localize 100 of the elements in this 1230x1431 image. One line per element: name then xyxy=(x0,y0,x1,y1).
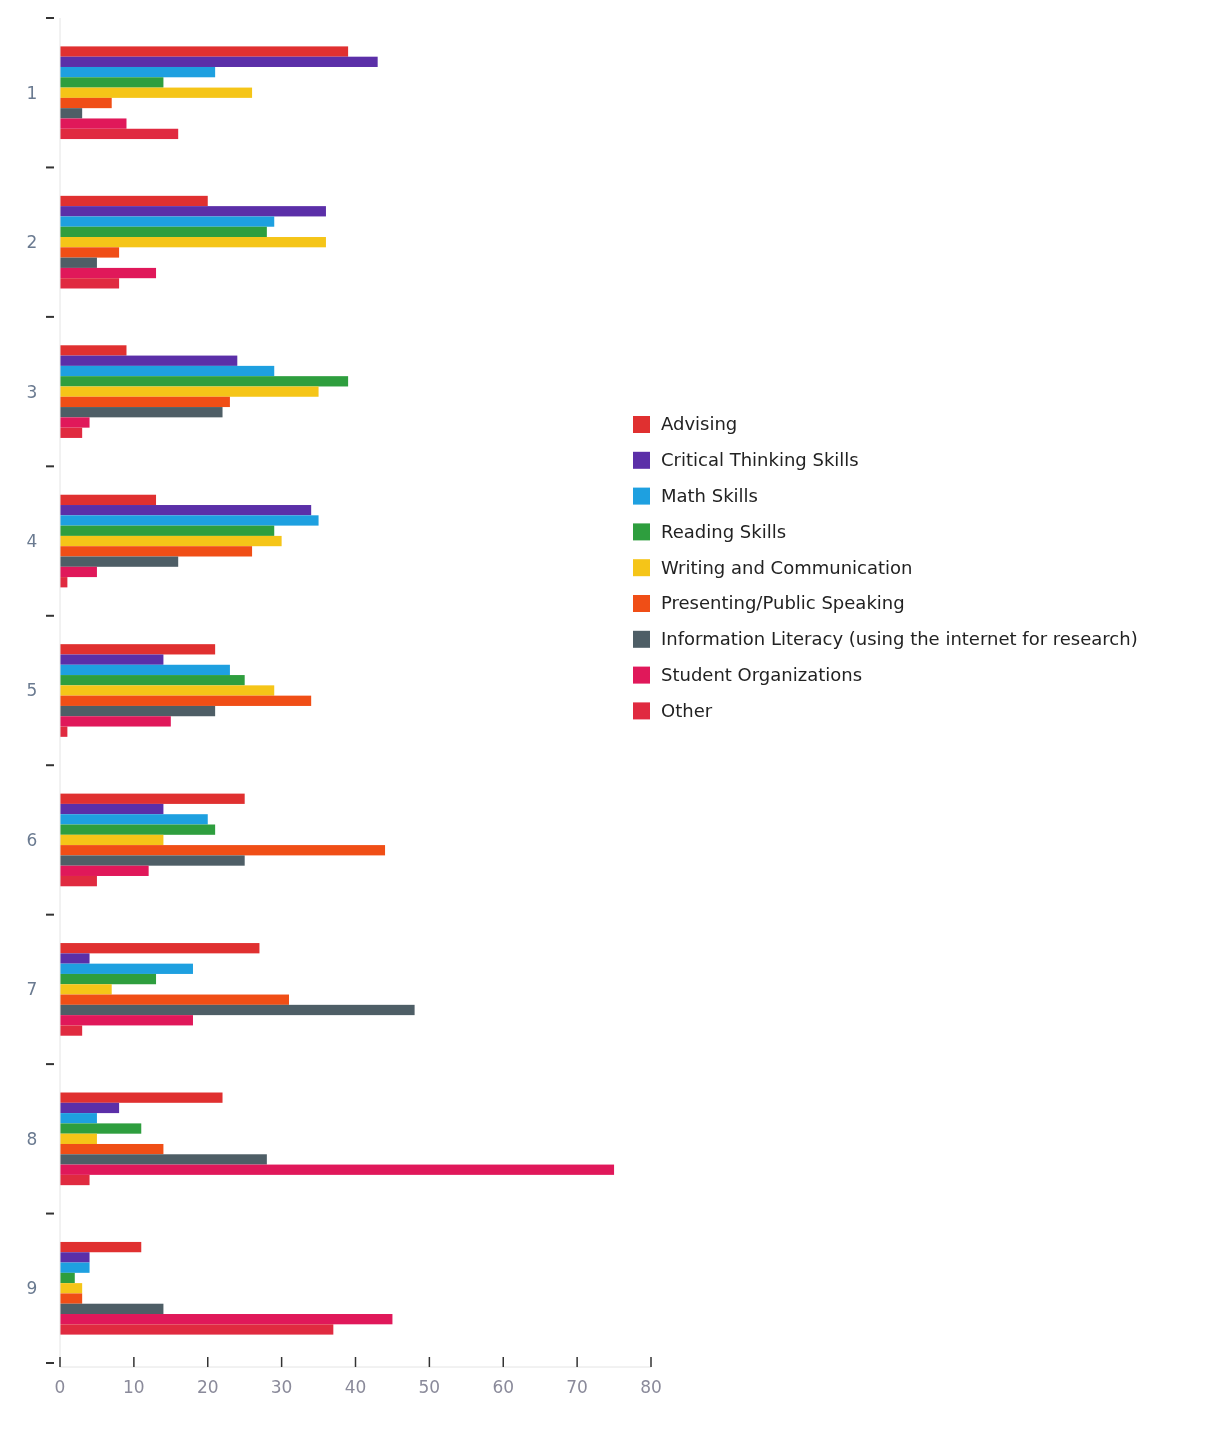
bar xyxy=(60,267,157,279)
x-tick-label: 40 xyxy=(344,1377,367,1397)
y-tick-label: 5 xyxy=(26,680,38,701)
bar xyxy=(60,1283,83,1294)
bar xyxy=(60,1154,267,1165)
bar xyxy=(60,716,171,727)
bar xyxy=(60,546,253,557)
legend-label: Writing and Communication xyxy=(661,556,913,578)
bar xyxy=(60,118,127,129)
bar xyxy=(60,376,349,387)
bar xyxy=(60,77,164,88)
bar xyxy=(60,556,179,567)
bar xyxy=(60,226,267,238)
bar xyxy=(60,566,97,578)
bar xyxy=(60,407,223,418)
x-tick-label: 20 xyxy=(196,1377,219,1397)
bar xyxy=(60,417,90,428)
legend-label: Presenting/Public Speaking xyxy=(661,592,905,614)
bar xyxy=(60,644,216,655)
bar xyxy=(60,814,208,825)
bar xyxy=(60,1272,75,1284)
bar xyxy=(60,1174,90,1186)
bar xyxy=(60,1092,223,1103)
legend-label: Reading Skills xyxy=(661,520,787,542)
bar xyxy=(60,1143,164,1155)
bar xyxy=(60,1241,142,1253)
bar xyxy=(60,1262,90,1273)
bar xyxy=(60,803,164,815)
bar xyxy=(60,427,83,438)
x-tick-label: 80 xyxy=(640,1377,662,1397)
bar xyxy=(60,1015,193,1026)
bar xyxy=(60,1133,97,1144)
bar xyxy=(60,97,112,109)
bar xyxy=(60,1314,393,1325)
bar xyxy=(60,535,282,547)
bar xyxy=(60,973,157,985)
x-tick-label: 50 xyxy=(418,1377,441,1397)
bar xyxy=(60,46,349,57)
bar xyxy=(60,834,164,846)
bar xyxy=(60,1113,97,1124)
bar xyxy=(60,505,312,516)
bar xyxy=(60,865,149,876)
bar xyxy=(60,56,378,67)
x-tick-label: 0 xyxy=(54,1377,66,1397)
bar xyxy=(60,396,230,408)
x-tick-label: 30 xyxy=(270,1377,293,1397)
y-tick-label: 2 xyxy=(26,232,38,253)
x-tick-label: 70 xyxy=(566,1377,588,1397)
bar xyxy=(60,824,216,835)
bar xyxy=(60,685,275,696)
bar xyxy=(60,1004,415,1016)
bar xyxy=(60,984,112,995)
bar xyxy=(60,1303,164,1315)
bar xyxy=(60,515,319,526)
bar xyxy=(60,237,326,248)
bar xyxy=(60,654,164,665)
bar xyxy=(60,128,179,140)
bar xyxy=(60,87,253,98)
bar xyxy=(60,66,216,78)
bar xyxy=(60,1324,334,1335)
bar xyxy=(60,494,157,506)
y-tick-label: 4 xyxy=(26,531,38,552)
bar xyxy=(60,953,90,964)
y-tick-label: 7 xyxy=(26,979,38,1000)
bar xyxy=(60,1164,615,1175)
bar xyxy=(60,1102,120,1114)
bar xyxy=(60,855,245,866)
bar xyxy=(60,943,260,954)
bar xyxy=(60,257,97,268)
bar xyxy=(60,1025,83,1036)
bar xyxy=(60,705,216,717)
bar xyxy=(60,216,275,227)
bar xyxy=(60,345,127,356)
bar xyxy=(60,386,319,397)
y-tick-label: 6 xyxy=(26,829,38,850)
y-tick-label: 1 xyxy=(26,82,38,103)
bar xyxy=(60,1293,83,1304)
x-tick-label: 10 xyxy=(123,1377,145,1397)
y-tick-label: 3 xyxy=(26,381,38,402)
bar xyxy=(60,1252,90,1263)
legend-label: Critical Thinking Skills xyxy=(661,449,859,471)
bar xyxy=(60,793,245,804)
legend-label: Information Literacy (using the internet for research) xyxy=(661,628,1138,650)
bar xyxy=(60,365,275,377)
legend-label: Math Skills xyxy=(661,484,758,506)
bar xyxy=(60,108,83,119)
y-tick-label: 8 xyxy=(26,1128,38,1149)
bar xyxy=(60,1123,142,1134)
bar xyxy=(60,963,193,974)
bar xyxy=(60,355,238,366)
bar xyxy=(60,994,290,1005)
legend-label: Student Organizations xyxy=(661,663,863,685)
x-tick-label: 60 xyxy=(492,1377,515,1397)
bar xyxy=(60,875,97,887)
bar xyxy=(60,247,120,258)
y-tick-label: 9 xyxy=(26,1278,38,1299)
bar xyxy=(60,664,230,676)
bar xyxy=(60,675,245,686)
bar xyxy=(60,278,120,289)
bar xyxy=(60,206,326,217)
